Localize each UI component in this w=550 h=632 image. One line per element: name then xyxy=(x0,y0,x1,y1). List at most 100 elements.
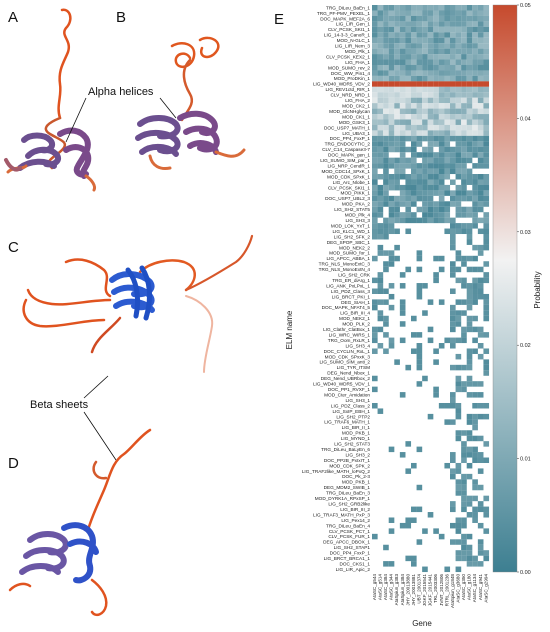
heatmap-cell xyxy=(472,484,478,491)
heatmap-cell xyxy=(433,157,439,164)
heatmap-cell xyxy=(472,517,478,523)
heatmap-cell xyxy=(455,550,462,556)
heatmap-cell xyxy=(483,59,490,66)
heatmap-cell xyxy=(394,359,400,365)
row-label: DEG_SIAH_1 xyxy=(341,300,370,305)
heatmap-cell xyxy=(427,512,434,518)
heatmap-cell xyxy=(372,402,378,409)
heatmap-cell xyxy=(461,501,467,507)
heatmap-cell xyxy=(450,119,456,125)
heatmap-cell xyxy=(455,386,462,393)
heatmap-cell xyxy=(450,108,456,115)
panel-c-letter: C xyxy=(8,239,19,256)
heatmap-cell xyxy=(433,81,439,87)
heatmap-cell xyxy=(405,26,412,33)
row-label: LIG_LIR_Gen_1 xyxy=(336,22,371,27)
heatmap-cell xyxy=(461,522,467,529)
row-label: DEG_Nend_Nbox_1 xyxy=(327,371,370,376)
heatmap-cell xyxy=(455,32,462,38)
heatmap-cell xyxy=(455,75,462,82)
heatmap-cell xyxy=(372,206,378,213)
heatmap-cell xyxy=(455,157,462,164)
heatmap-cell xyxy=(377,54,384,60)
heatmap-cell xyxy=(372,228,378,235)
heatmap-cell xyxy=(444,152,451,158)
heatmap-cell xyxy=(461,364,467,371)
heatmap-cell xyxy=(372,5,378,11)
heatmap-cell xyxy=(399,212,406,218)
colorbar-tick-label: 0.00 xyxy=(520,570,531,576)
heatmap-cell xyxy=(377,190,384,196)
heatmap-cell xyxy=(477,539,484,545)
heatmap-cell xyxy=(394,195,400,202)
heatmap-cell xyxy=(377,152,384,158)
heatmap-cell xyxy=(472,37,478,44)
row-label: CLV_PCSK_SKI1_1 xyxy=(328,27,371,32)
heatmap-cell xyxy=(438,124,445,131)
heatmap-cell xyxy=(433,201,439,207)
heatmap-cell xyxy=(427,326,434,333)
heatmap-cell xyxy=(372,184,378,191)
heatmap-cell xyxy=(466,212,473,218)
heatmap-cell xyxy=(477,544,484,551)
heatmap-cell xyxy=(472,5,478,11)
heatmap-cell xyxy=(477,435,484,442)
heatmap-cell xyxy=(388,146,395,153)
colorbar-tick-label: 0.03 xyxy=(520,230,531,236)
heatmap-cell xyxy=(399,152,406,158)
row-label: LIG_SH3_2 xyxy=(346,452,371,457)
heatmap-cell xyxy=(466,233,473,240)
heatmap-cell xyxy=(472,146,478,153)
column-label: AtaSC_g384 xyxy=(383,574,388,600)
heatmap-cell xyxy=(388,141,395,147)
heatmap-cell xyxy=(466,359,473,365)
heatmap-cell xyxy=(422,179,428,185)
heatmap-cell xyxy=(466,364,473,371)
heatmap-cell xyxy=(372,255,378,262)
column-label: JHY_20013880 xyxy=(405,574,410,606)
heatmap-cell xyxy=(438,10,445,16)
panel-a: A xyxy=(4,8,96,192)
heatmap-cell xyxy=(405,174,412,180)
heatmap-cell xyxy=(372,195,378,202)
heatmap-cell xyxy=(383,228,389,235)
heatmap-cell xyxy=(411,5,417,11)
heatmap-cell xyxy=(455,81,462,87)
heatmap-cell xyxy=(466,228,473,235)
row-label: DOC_MAPK_gen_1 xyxy=(328,153,370,158)
heatmap-cell xyxy=(466,141,473,147)
heatmap-cell xyxy=(377,10,384,16)
heatmap-cell xyxy=(422,217,428,224)
heatmap-cell xyxy=(450,343,456,349)
heatmap-cell xyxy=(477,484,484,491)
heatmap-cell xyxy=(455,299,462,305)
heatmap-cell xyxy=(444,26,451,33)
heatmap-cell xyxy=(483,304,490,311)
heatmap-cell xyxy=(422,21,428,27)
heatmap-cell xyxy=(438,130,445,136)
heatmap-cell xyxy=(461,124,467,131)
heatmap-cell xyxy=(416,97,423,104)
heatmap-cell xyxy=(433,528,439,534)
heatmap-cell xyxy=(461,5,467,11)
heatmap-cell xyxy=(483,506,490,513)
heatmap-cell xyxy=(455,255,462,262)
heatmap-cell xyxy=(455,54,462,60)
heatmap-cell xyxy=(388,561,395,567)
heatmap-cell xyxy=(483,70,490,76)
alpha-helices-annotation: Alpha helices xyxy=(65,86,177,143)
row-label: DOC_Pk_2-3 xyxy=(342,474,370,479)
heatmap-cell xyxy=(416,108,423,115)
heatmap-cell xyxy=(399,157,406,164)
heatmap-cell xyxy=(444,81,451,87)
heatmap-cell xyxy=(416,332,423,338)
heatmap-cell xyxy=(461,75,467,82)
heatmap-cell xyxy=(483,512,490,518)
heatmap-cells xyxy=(372,5,490,573)
heatmap-cell xyxy=(427,75,434,82)
heatmap-cell xyxy=(438,86,445,93)
heatmap-cell xyxy=(427,81,434,87)
row-label: DOC_PP1_RVXF_1 xyxy=(328,387,371,392)
heatmap-cell xyxy=(372,146,378,153)
heatmap-cell xyxy=(455,135,462,142)
